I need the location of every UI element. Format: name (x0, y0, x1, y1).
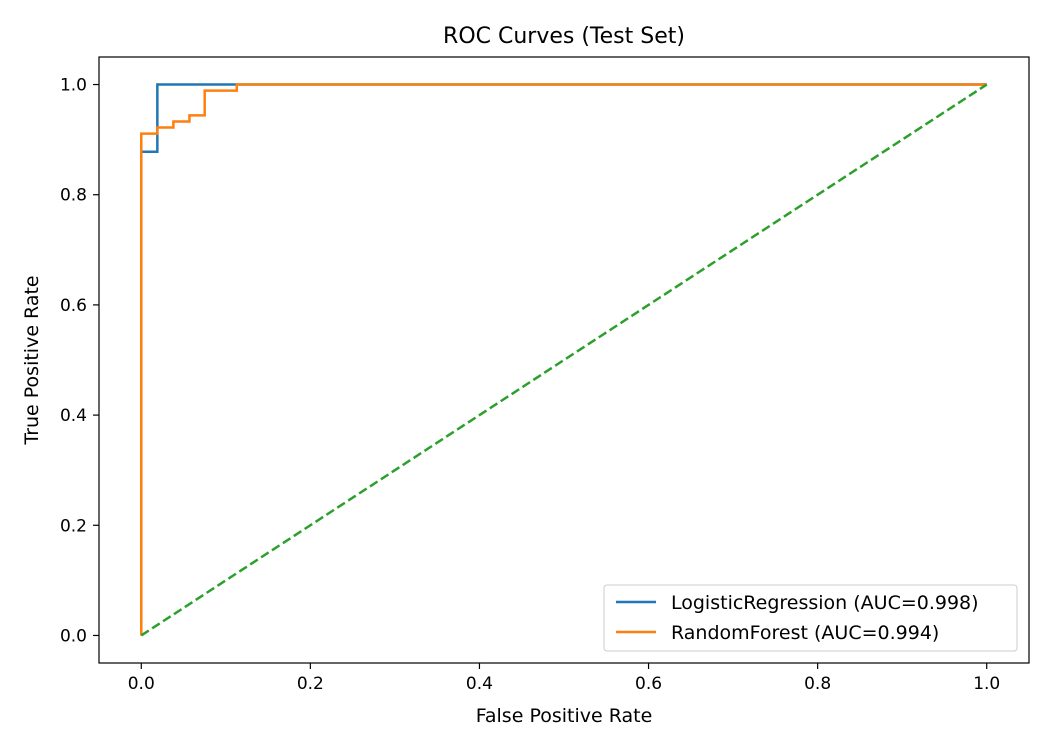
chart-title: ROC Curves (Test Set) (443, 24, 685, 49)
x-axis-label: False Positive Rate (476, 705, 653, 727)
x-tick-label: 0.8 (804, 674, 831, 694)
legend-box (603, 584, 1018, 652)
x-tick-label: 1.0 (973, 674, 1000, 694)
x-tick-label: 0.0 (128, 674, 155, 694)
series-line-randomforest (140, 83, 987, 636)
x-tick-label: 0.2 (297, 674, 324, 694)
x-tick-label: 0.4 (466, 674, 493, 694)
ticks-layer: 0.0 0.2 0.4 0.6 0.8 1.0 0.0 0.2 0.4 0.6 0.8 1.0 (60, 76, 1000, 694)
y-tick-label: 0.8 (60, 186, 87, 206)
x-tick-label: 0.6 (635, 674, 662, 694)
series-layer (140, 83, 988, 637)
y-tick-label: 1.0 (60, 76, 87, 96)
y-tick-label: 0.4 (60, 406, 87, 426)
legend-entry-logisticregression: LogisticRegression (AUC=0.998) (671, 592, 979, 614)
legend-entry-randomforest: RandomForest (AUC=0.994) (671, 622, 939, 644)
y-tick-label: 0.2 (60, 516, 87, 536)
plot-frame (98, 56, 1030, 664)
legend: LogisticRegression (AUC=0.998) RandomFor… (603, 584, 1018, 652)
y-tick-label: 0.6 (60, 296, 87, 316)
y-axis-label: True Positive Rate (21, 275, 43, 445)
y-tick-label: 0.0 (60, 626, 87, 646)
series-line-chance-diagonal (140, 83, 988, 637)
